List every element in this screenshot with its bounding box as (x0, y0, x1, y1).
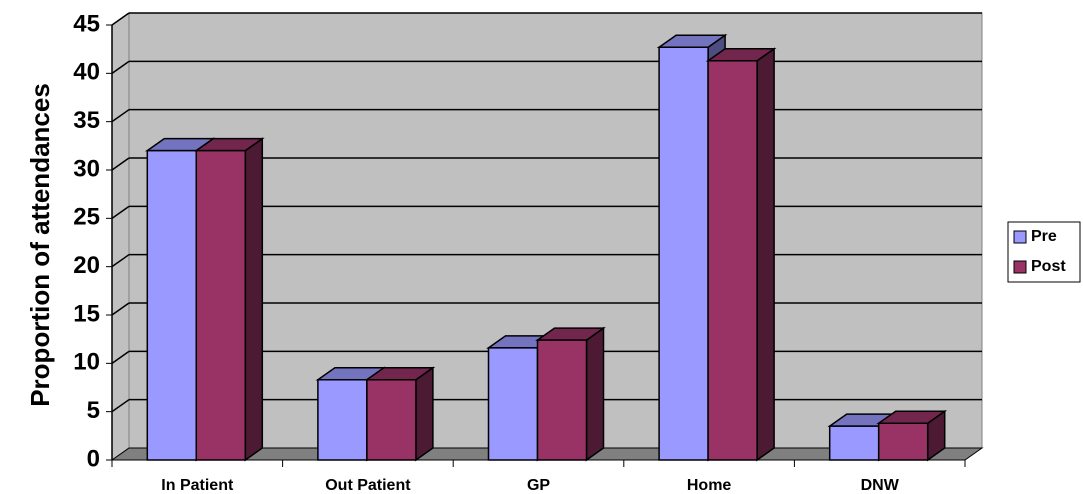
grid-line (111, 157, 130, 171)
y-tick-label: 25 (73, 204, 100, 231)
y-tick-label: 35 (73, 107, 100, 134)
bar (487, 347, 539, 461)
y-tick-label: 45 (73, 10, 100, 37)
x-tick-label: In Patient (161, 477, 234, 494)
bar-side (415, 366, 434, 462)
grid-line (111, 254, 130, 268)
bar (195, 149, 247, 461)
y-tick-label: 5 (87, 397, 100, 424)
bar (828, 425, 880, 461)
grid-line (111, 60, 130, 74)
grid-line (111, 350, 130, 364)
legend-label: Post (1031, 258, 1066, 275)
bar-side (585, 326, 605, 462)
y-tick-label: 0 (87, 445, 100, 472)
legend-swatch (1013, 230, 1027, 244)
bar (146, 149, 198, 461)
grid-line (111, 399, 130, 413)
bar (317, 379, 368, 461)
y-tick-label: 30 (73, 155, 100, 182)
grid-line (111, 12, 130, 26)
x-tick-label: DNW (861, 477, 900, 494)
bar-side (756, 47, 775, 462)
y-axis-title: Proportion of attendances (25, 83, 55, 407)
y-tick-label: 20 (73, 252, 100, 279)
grid-line (111, 109, 130, 123)
bar (536, 339, 588, 461)
bar (366, 379, 417, 461)
x-tick-label: Out Patient (325, 477, 411, 494)
bar (658, 46, 709, 461)
bar-side (244, 137, 264, 462)
grid-line (111, 205, 130, 219)
legend-swatch (1013, 260, 1027, 274)
bar (707, 60, 758, 461)
grid-line (111, 302, 130, 316)
y-tick-label: 15 (73, 300, 100, 327)
x-tick-label: Home (687, 477, 732, 494)
bar (877, 422, 929, 461)
legend: Pre Post (1007, 221, 1081, 283)
legend-label: Pre (1031, 228, 1057, 245)
y-tick-label: 40 (73, 59, 100, 86)
y-tick-label: 10 (73, 349, 100, 376)
x-tick-label: GP (527, 477, 550, 494)
side-wall (111, 12, 130, 461)
